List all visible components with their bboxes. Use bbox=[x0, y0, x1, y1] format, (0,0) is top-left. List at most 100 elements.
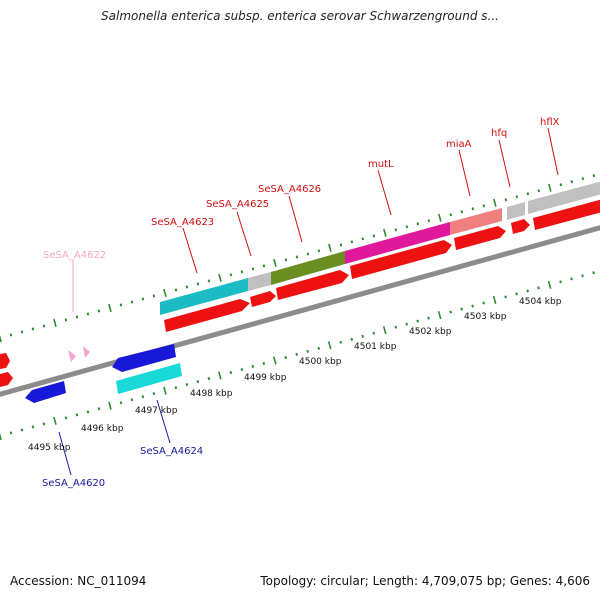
outer-scale-tick bbox=[328, 243, 332, 252]
inner-scale-tick bbox=[108, 401, 112, 410]
scale-label: 4501 kbp bbox=[354, 342, 397, 352]
inner-scale-tick bbox=[492, 295, 497, 305]
inner-scale-tick bbox=[471, 304, 474, 308]
inner-scale-tick bbox=[75, 413, 79, 417]
inner-scale-tick bbox=[317, 346, 321, 350]
outer-scale-tick bbox=[559, 183, 563, 187]
outer-scale-tick bbox=[416, 222, 420, 226]
leader-SeSA_A4626 bbox=[288, 195, 303, 243]
gene-hfq[interactable] bbox=[507, 202, 525, 220]
inner-scale-tick bbox=[460, 307, 463, 311]
cds-hflX[interactable] bbox=[533, 197, 600, 230]
outer-scale-tick bbox=[218, 273, 222, 282]
gene-label-hfq[interactable]: hfq bbox=[491, 128, 507, 139]
outer-scale-tick bbox=[0, 335, 2, 343]
outer-scale-tick bbox=[383, 228, 387, 237]
inner-scale-tick bbox=[31, 425, 35, 429]
gene-label-SeSA_A4623[interactable]: SeSA_A4623 bbox=[151, 217, 214, 228]
outer-scale-tick bbox=[130, 300, 134, 304]
cds-hfq[interactable] bbox=[511, 219, 530, 234]
tick-marks bbox=[0, 174, 596, 441]
outer-scale-tick bbox=[86, 312, 90, 316]
leader-miaA bbox=[458, 149, 471, 197]
inner-scale-tick bbox=[537, 286, 540, 290]
inner-scale-tick bbox=[141, 395, 145, 399]
inner-scale-tick bbox=[0, 433, 2, 441]
cds-miaA[interactable] bbox=[454, 226, 506, 250]
inner-scale-tick bbox=[240, 367, 244, 372]
outer-scale-tick bbox=[75, 315, 79, 319]
inner-scale-tick bbox=[437, 310, 442, 320]
gene-hflX[interactable] bbox=[528, 179, 600, 214]
gene-miaA[interactable] bbox=[450, 208, 502, 235]
scale-label: 4502 kbp bbox=[409, 327, 452, 337]
inner-scale-tick bbox=[382, 326, 387, 335]
gene-label-SeSA_A4626[interactable]: SeSA_A4626 bbox=[258, 184, 321, 195]
inner-scale-tick bbox=[251, 364, 255, 368]
gene-label-miaA[interactable]: miaA bbox=[446, 139, 472, 150]
inner-scale-tick bbox=[427, 316, 430, 320]
inner-scale-tick bbox=[229, 371, 233, 375]
cds-left-2 bbox=[0, 372, 13, 387]
gene-SeSA_A4623[interactable] bbox=[160, 278, 248, 315]
inner-scale-tick bbox=[306, 349, 310, 353]
inner-scale-tick bbox=[394, 325, 398, 329]
outer-scale-tick bbox=[20, 330, 24, 334]
inner-scale-tick bbox=[119, 401, 123, 405]
outer-scale-tick bbox=[53, 318, 57, 328]
inner-scale-tick bbox=[196, 380, 200, 384]
gene-label-SeSA_A4622[interactable]: SeSA_A4622 bbox=[43, 250, 106, 261]
gene-SeSA_A4622-b[interactable] bbox=[83, 346, 90, 358]
outer-scale-tick bbox=[174, 288, 178, 292]
outer-scale-tick bbox=[64, 318, 68, 322]
gene-mutL[interactable] bbox=[345, 222, 450, 264]
gene-SeSA_A4624-blue[interactable] bbox=[112, 344, 176, 372]
topology-summary: Topology: circular; Length: 4,709,075 bp… bbox=[260, 574, 590, 588]
outer-scale-tick bbox=[251, 267, 255, 271]
outer-scale-tick bbox=[515, 195, 519, 199]
outer-scale-tick bbox=[240, 270, 244, 274]
gene-label-SeSA_A4624[interactable]: SeSA_A4624 bbox=[140, 446, 203, 457]
gene-label-SeSA_A4620[interactable]: SeSA_A4620 bbox=[42, 478, 105, 489]
inner-scale-tick bbox=[20, 428, 24, 432]
cds-mutL[interactable] bbox=[350, 240, 452, 279]
cds-SeSA_A4626[interactable] bbox=[276, 270, 349, 300]
inner-scale-tick bbox=[284, 355, 288, 359]
outer-scale-tick bbox=[482, 204, 486, 208]
backbone-line bbox=[0, 225, 600, 397]
leader-SeSA_A4624 bbox=[156, 399, 171, 444]
gene-label-SeSA_A4625[interactable]: SeSA_A4625 bbox=[206, 199, 269, 210]
leader-SeSA_A4620 bbox=[58, 431, 72, 476]
gene-SeSA_A4626[interactable] bbox=[271, 251, 345, 285]
leader-hflX bbox=[547, 127, 559, 176]
gene-SeSA_A4620[interactable] bbox=[25, 381, 66, 403]
gene-SeSA_A4625[interactable] bbox=[248, 272, 271, 291]
outer-scale-tick bbox=[119, 303, 123, 307]
inner-scale-tick bbox=[361, 334, 365, 338]
inner-scale-tick bbox=[416, 319, 419, 323]
label-leader-lines bbox=[58, 127, 559, 476]
gene-SeSA_A4624[interactable] bbox=[116, 363, 182, 394]
outer-scale-tick bbox=[526, 192, 530, 196]
cds-SeSA_A4625[interactable] bbox=[250, 291, 276, 307]
inner-scale-tick bbox=[207, 377, 211, 381]
scale-label: 4499 kbp bbox=[244, 373, 287, 383]
inner-scale-tick bbox=[86, 410, 90, 414]
gene-label-mutL[interactable]: mutL bbox=[368, 159, 394, 170]
scale-label: 4497 kbp bbox=[135, 406, 178, 416]
outer-scale-tick bbox=[405, 225, 409, 229]
inner-scale-tick bbox=[163, 386, 167, 395]
outer-scale-tick bbox=[295, 255, 299, 259]
inner-scale-tick bbox=[152, 392, 156, 396]
outer-scale-tick bbox=[394, 228, 398, 232]
gene-label-hflX[interactable]: hflX bbox=[540, 117, 560, 128]
inner-scale-tick bbox=[9, 431, 13, 435]
inner-scale-tick bbox=[504, 295, 507, 299]
reverse-strand-genes bbox=[25, 344, 182, 403]
gene-SeSA_A4622-a[interactable] bbox=[68, 350, 76, 362]
outer-scale-tick bbox=[504, 198, 508, 202]
cds-left-1 bbox=[0, 353, 10, 369]
scale-label: 4503 kbp bbox=[464, 312, 507, 322]
cds-SeSA_A4623[interactable] bbox=[164, 299, 250, 332]
